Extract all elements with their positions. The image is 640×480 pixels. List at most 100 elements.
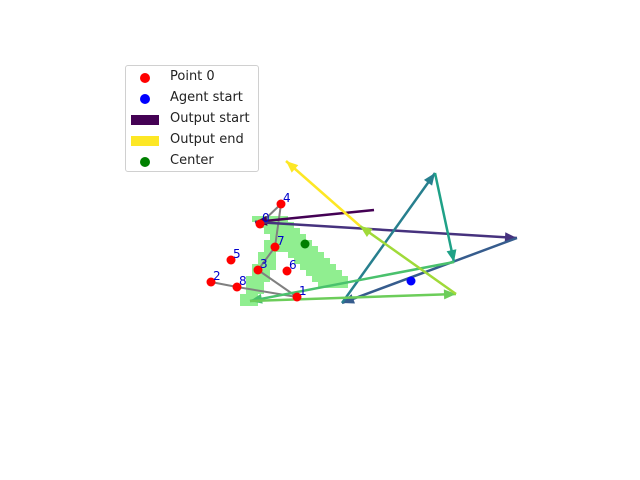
center-marker (300, 239, 310, 249)
region-cell (306, 264, 312, 270)
region-cell (330, 276, 336, 282)
legend-marker-output-start (131, 115, 159, 125)
region-cell (252, 282, 258, 288)
region-cell (318, 258, 324, 264)
point-label-8: 8 (239, 274, 247, 288)
region-cell (324, 270, 330, 276)
legend-label-output-start: Output start (170, 111, 250, 126)
region-cell (312, 252, 318, 258)
region-cell (330, 264, 336, 270)
region-cell (288, 234, 294, 240)
region-cell (246, 294, 252, 300)
output-arrow-7 (359, 224, 457, 296)
region-cell (336, 276, 342, 282)
region-cell (288, 246, 294, 252)
point-label-5: 5 (233, 247, 241, 261)
region-cell (252, 216, 258, 222)
region-cell (246, 276, 252, 282)
legend-item-agent-start: Agent start (126, 89, 260, 109)
region-cell (264, 252, 270, 258)
legend-marker-agent-start (140, 94, 150, 104)
output-arrow-6 (249, 292, 457, 303)
output-arrow-2 (341, 236, 518, 305)
region-cell (324, 282, 330, 288)
output-arrowhead-4 (446, 249, 457, 262)
output-arrow-4 (433, 172, 456, 263)
region-cell (312, 276, 318, 282)
point-labels: 0 1 2 3 4 5 67 8 (213, 191, 307, 298)
legend-label-center: Center (170, 153, 214, 168)
legend-label-point0: Point 0 (170, 69, 215, 84)
points-layer (206, 199, 416, 302)
region-cell (282, 246, 288, 252)
output-arrowhead-7 (360, 226, 373, 238)
region-cell (294, 234, 300, 240)
region-cell (246, 288, 252, 294)
legend-label-output-end: Output end (170, 132, 244, 147)
region-cell (270, 252, 276, 258)
output-arrow-1 (254, 220, 518, 240)
region-cell (264, 240, 270, 246)
region-cell (312, 264, 318, 270)
region-cell (342, 276, 348, 282)
legend-item-output-end: Output end (126, 131, 260, 151)
region-cell (294, 228, 300, 234)
output-arrowhead-6 (443, 289, 456, 300)
region-cell (300, 234, 306, 240)
legend: Point 0 Agent start Output start Output … (125, 65, 259, 172)
region-cell (324, 258, 330, 264)
region-cell (270, 234, 276, 240)
point-8 (232, 282, 242, 292)
region-cell (318, 264, 324, 270)
region-cell (306, 246, 312, 252)
region-cell (258, 276, 264, 282)
point-label-7: 7 (277, 234, 285, 248)
region-cell (312, 258, 318, 264)
region-cell (318, 276, 324, 282)
region-cell (324, 276, 330, 282)
region-cell (264, 216, 270, 222)
region-cell (258, 282, 264, 288)
region-cell (276, 234, 282, 240)
legend-marker-output-end (131, 136, 159, 146)
region-cell (294, 252, 300, 258)
region-cell (264, 270, 270, 276)
region-cell (282, 228, 288, 234)
output-arrow-8 (285, 160, 361, 227)
region-cell (258, 258, 264, 264)
region-cell (282, 234, 288, 240)
point-7 (270, 242, 280, 252)
region-cell (300, 246, 306, 252)
region-cell (240, 300, 246, 306)
point-0 (255, 219, 265, 229)
region-cell (264, 228, 270, 234)
region-cell (264, 246, 270, 252)
legend-item-output-start: Output start (126, 110, 260, 130)
region-cell (288, 252, 294, 258)
region-cell (270, 258, 276, 264)
output-arrows (249, 160, 518, 305)
region-cell (264, 258, 270, 264)
region-cell (318, 282, 324, 288)
region-cell (258, 252, 264, 258)
region-cell (294, 258, 300, 264)
region-cell (276, 228, 282, 234)
region-cell (294, 246, 300, 252)
point-4 (276, 199, 286, 209)
point-label-6: 6 (289, 258, 297, 272)
region-cell (306, 270, 312, 276)
output-arrowhead-1 (504, 232, 517, 243)
point-6 (282, 266, 292, 276)
output-arrow-3 (340, 172, 437, 304)
point-label-4: 4 (283, 191, 291, 205)
point-label-2: 2 (213, 269, 221, 283)
region-cell (288, 228, 294, 234)
region-cell (264, 264, 270, 270)
region-cell (324, 264, 330, 270)
legend-item-point0: Point 0 (126, 68, 260, 88)
output-arrowhead-3 (423, 173, 435, 186)
region-cell (282, 240, 288, 246)
region-cell (312, 246, 318, 252)
agent-start-marker (406, 276, 416, 286)
